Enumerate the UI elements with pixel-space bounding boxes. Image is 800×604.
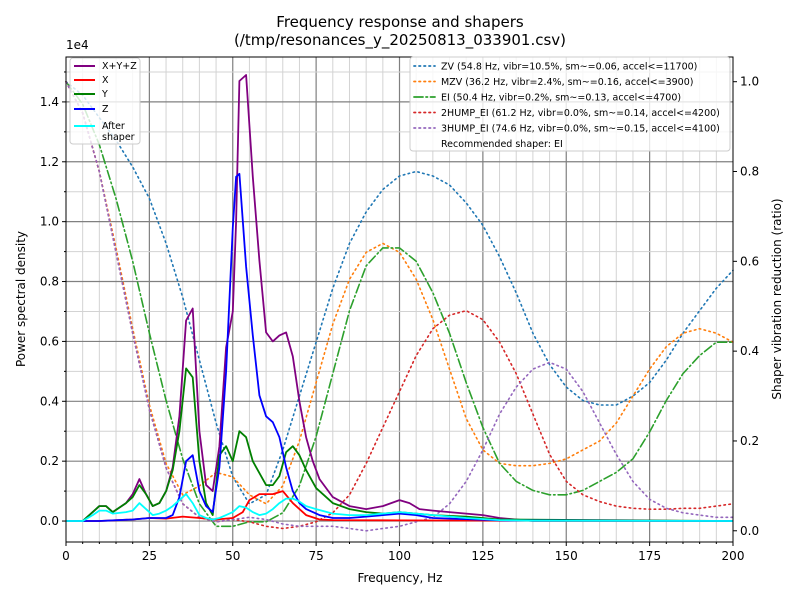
shaper-line-zv <box>65 80 734 505</box>
y-axis-label: Power spectral density <box>14 231 28 367</box>
y-tick-label: 1.0 <box>40 215 59 229</box>
shaper-legend-label: 3HUMP_EI (74.6 Hz, vibr=0.0%, sm~=0.15, … <box>441 124 720 135</box>
psd-legend-label: Y <box>101 89 108 100</box>
y2-tick-label: 1.0 <box>740 75 759 89</box>
psd-line-xyz <box>66 74 733 522</box>
x-tick-label: 25 <box>142 549 157 563</box>
recommended-shaper-text: Recommended shaper: EI <box>441 139 563 150</box>
x-tick-label: 75 <box>308 549 323 563</box>
y-offset-label: 1e4 <box>66 38 89 52</box>
chart-subtitle: (/tmp/resonances_y_20250813_033901.csv) <box>234 31 566 50</box>
y2-tick-label: 0.8 <box>740 165 759 179</box>
x-axis-label: Frequency, Hz <box>358 571 443 585</box>
axes: 0 25 50 75 100 125 150 175 200 0.0 0.2 0.4 0.6 0.8 1.0… <box>40 71 759 563</box>
psd-legend-label: X <box>102 75 109 86</box>
shaper-legend-label: 2HUMP_EI (61.2 Hz, vibr=0.0%, sm~=0.14, … <box>441 108 720 119</box>
y2-tick-label: 0.4 <box>740 344 759 358</box>
psd-line-z <box>66 172 734 522</box>
shaper-legend-label: EI (50.4 Hz, vibr=0.2%, sm~=0.13, accel<… <box>441 93 681 104</box>
shaper-line-mzv <box>65 80 734 505</box>
y2-tick-label: 0.0 <box>740 524 759 538</box>
y-tick-label: 0.4 <box>40 394 59 408</box>
shaper-legend-box <box>409 56 731 152</box>
y2-tick-label: 0.6 <box>740 254 759 268</box>
x-tick-label: 125 <box>471 549 494 563</box>
shaper-legend-label: MZV (36.2 Hz, vibr=2.4%, sm~=0.16, accel… <box>441 77 693 88</box>
y-tick-label: 0.6 <box>40 334 59 348</box>
x-tick-label: 150 <box>555 549 578 563</box>
y-tick-label: 0.2 <box>40 454 59 468</box>
shaper-line-3hump-ei <box>65 80 734 532</box>
psd-lines <box>66 74 734 522</box>
y-tick-label: 1.4 <box>40 95 59 109</box>
psd-line-after-shaper <box>66 493 734 522</box>
psd-legend-label: After <box>102 121 125 132</box>
y-tick-label: 0.8 <box>40 275 59 289</box>
chart-title: Frequency response and shapers <box>276 13 524 31</box>
psd-line-y <box>66 367 734 522</box>
x-tick-label: 50 <box>225 549 240 563</box>
y-tick-label: 1.2 <box>40 155 59 169</box>
x-tick-label: 200 <box>722 549 745 563</box>
psd-legend-label: shaper <box>102 132 135 143</box>
y2-tick-label: 0.2 <box>740 434 759 448</box>
x-tick-label: 100 <box>388 549 411 563</box>
x-tick-label: 0 <box>62 549 70 563</box>
psd-legend-label: Z <box>102 104 109 115</box>
shaper-legend: ZV (54.8 Hz, vibr=10.5%, sm~=0.06, accel… <box>409 56 731 152</box>
x-tick-label: 175 <box>638 549 661 563</box>
shaper-legend-label: ZV (54.8 Hz, vibr=10.5%, sm~=0.06, accel… <box>441 62 697 73</box>
y2-axis-label: Shaper vibration reduction (ratio) <box>770 198 784 399</box>
psd-legend-label: X+Y+Z <box>102 61 137 72</box>
y-tick-label: 0.0 <box>40 514 59 528</box>
